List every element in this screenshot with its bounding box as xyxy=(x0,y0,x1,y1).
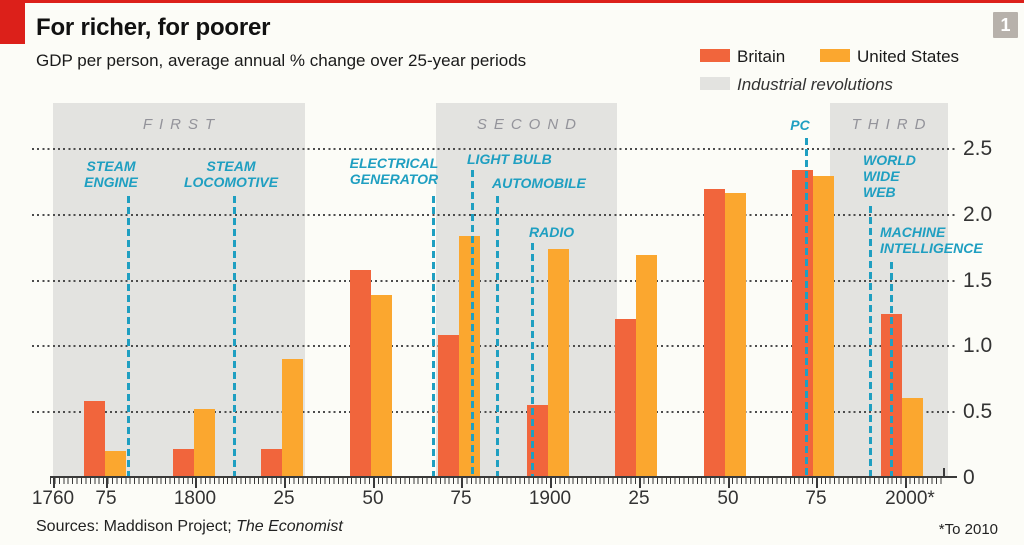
bar-britain-1785-1810 xyxy=(172,449,194,476)
bar-united-states-1810-35 xyxy=(282,359,303,476)
sources-publisher: The Economist xyxy=(236,518,343,535)
x-axis-label-25: 25 xyxy=(628,488,650,509)
sources-note: Sources: Maddison Project; The Economist xyxy=(36,518,343,536)
sources-text: Sources: Maddison Project; xyxy=(36,518,237,535)
bar-united-states-1960-85 xyxy=(813,176,834,476)
bar-britain-1885-1910 xyxy=(526,405,548,476)
invention-label-light-bulb: LIGHT BULB xyxy=(467,151,552,167)
x-axis-major-tick-1900 xyxy=(550,478,552,488)
y-axis-label-2.5: 2.5 xyxy=(963,137,993,160)
x-axis-label-1800: 1800 xyxy=(173,488,217,509)
bar-britain-1810-35 xyxy=(261,449,282,476)
band-label-third: THIRD xyxy=(851,116,933,133)
bar-united-states-1860-85 xyxy=(459,236,480,476)
x-axis-label-75: 75 xyxy=(95,488,117,509)
top-red-rule xyxy=(0,0,1024,3)
x-axis-label-75: 75 xyxy=(450,488,472,509)
x-axis-end-tick xyxy=(943,468,945,477)
invention-line-pc xyxy=(805,138,808,476)
red-corner-tab xyxy=(0,0,25,44)
bar-britain-1910-35 xyxy=(615,319,636,476)
invention-line-machine-intelligence xyxy=(890,262,893,476)
band-label-second: SECOND xyxy=(476,116,584,133)
x-axis-line xyxy=(50,476,957,478)
invention-line-electrical-generator xyxy=(432,196,435,476)
invention-line-world-wide-web xyxy=(869,206,872,476)
bar-britain-1760-85 xyxy=(84,401,105,476)
legend-label-united-states: United States xyxy=(857,47,960,66)
figure-number-badge: 1 xyxy=(993,12,1018,38)
invention-line-radio xyxy=(531,243,534,476)
invention-label-automobile: AUTOMOBILE xyxy=(492,175,586,191)
legend-label-britain: Britain xyxy=(737,47,786,66)
x-axis-label-1900: 1900 xyxy=(528,488,572,509)
invention-line-steam-engine xyxy=(127,196,130,476)
invention-label-electrical-generator: ELECTRICAL GENERATOR xyxy=(349,155,439,187)
x-axis-major-tick-1775 xyxy=(106,478,108,488)
industrial-revolutions-swatch xyxy=(700,77,730,90)
invention-label-world-wide-web: WORLD WIDE WEB xyxy=(863,152,916,200)
x-axis-minor-ticks xyxy=(50,478,945,484)
bar-united-states-1910-35 xyxy=(636,255,657,476)
invention-label-radio: RADIO xyxy=(529,224,575,240)
bar-britain-1860-85 xyxy=(438,335,459,476)
invention-label-pc: PC xyxy=(790,117,810,133)
bar-united-states-1835-60 xyxy=(370,295,392,476)
x-axis-label-50: 50 xyxy=(717,488,739,509)
y-axis-label-1.0: 1.0 xyxy=(963,334,993,357)
united-states-swatch xyxy=(820,49,850,62)
bar-britain-1960-85 xyxy=(792,170,813,476)
x-axis-major-tick-1875 xyxy=(461,478,463,488)
invention-label-steam-locomotive: STEAM LOCOMOTIVE xyxy=(183,158,279,190)
gridline-0.5 xyxy=(32,411,957,413)
bar-united-states-1785-1810 xyxy=(193,409,215,476)
invention-line-light-bulb xyxy=(471,170,474,476)
gridline-2.0 xyxy=(32,214,957,216)
y-axis-label-0.5: 0.5 xyxy=(963,400,993,423)
x-axis-label-1760: 1760 xyxy=(31,488,75,509)
x-axis-major-tick-1850 xyxy=(373,478,375,488)
x-axis-label-50: 50 xyxy=(362,488,384,509)
gridline-2.5 xyxy=(32,148,957,150)
x-axis-major-tick-1975 xyxy=(816,478,818,488)
bar-britain-1935-60 xyxy=(703,189,725,476)
x-axis-label-2000: 2000* xyxy=(885,488,935,509)
x-axis-major-tick-1825 xyxy=(284,478,286,488)
x-axis-label-25: 25 xyxy=(273,488,295,509)
y-axis-label-1.5: 1.5 xyxy=(963,269,993,292)
x-axis-major-tick-2000 xyxy=(905,478,907,488)
band-label-first: FIRST xyxy=(142,116,222,133)
bar-united-states-1885-1910 xyxy=(547,249,569,476)
bar-united-states-1985-2010 xyxy=(901,398,923,476)
y-axis-label-2.0: 2.0 xyxy=(963,203,993,226)
bar-united-states-1760-85 xyxy=(105,451,126,476)
chart-title: For richer, for poorer xyxy=(36,14,271,41)
gridline-1.5 xyxy=(32,280,957,282)
invention-label-steam-engine: STEAM ENGINE xyxy=(84,158,138,190)
footnote: *To 2010 xyxy=(938,521,998,538)
invention-line-automobile xyxy=(496,196,499,476)
chart-subtitle: GDP per person, average annual % change … xyxy=(36,51,527,70)
bar-britain-1835-60 xyxy=(349,270,371,476)
x-axis-major-tick-1925 xyxy=(639,478,641,488)
y-axis-label-0: 0 xyxy=(963,466,975,489)
britain-swatch xyxy=(700,49,730,62)
bar-united-states-1935-60 xyxy=(724,193,746,476)
x-axis-label-75: 75 xyxy=(805,488,827,509)
gridline-1.0 xyxy=(32,345,957,347)
x-axis-major-tick-1950 xyxy=(728,478,730,488)
legend-label-industrial-revolutions: Industrial revolutions xyxy=(737,75,893,94)
x-axis-major-tick-1760 xyxy=(53,478,55,488)
invention-label-machine-intelligence: MACHINE INTELLIGENCE xyxy=(880,224,983,256)
x-axis-major-tick-1800 xyxy=(195,478,197,488)
invention-line-steam-locomotive xyxy=(233,196,236,476)
